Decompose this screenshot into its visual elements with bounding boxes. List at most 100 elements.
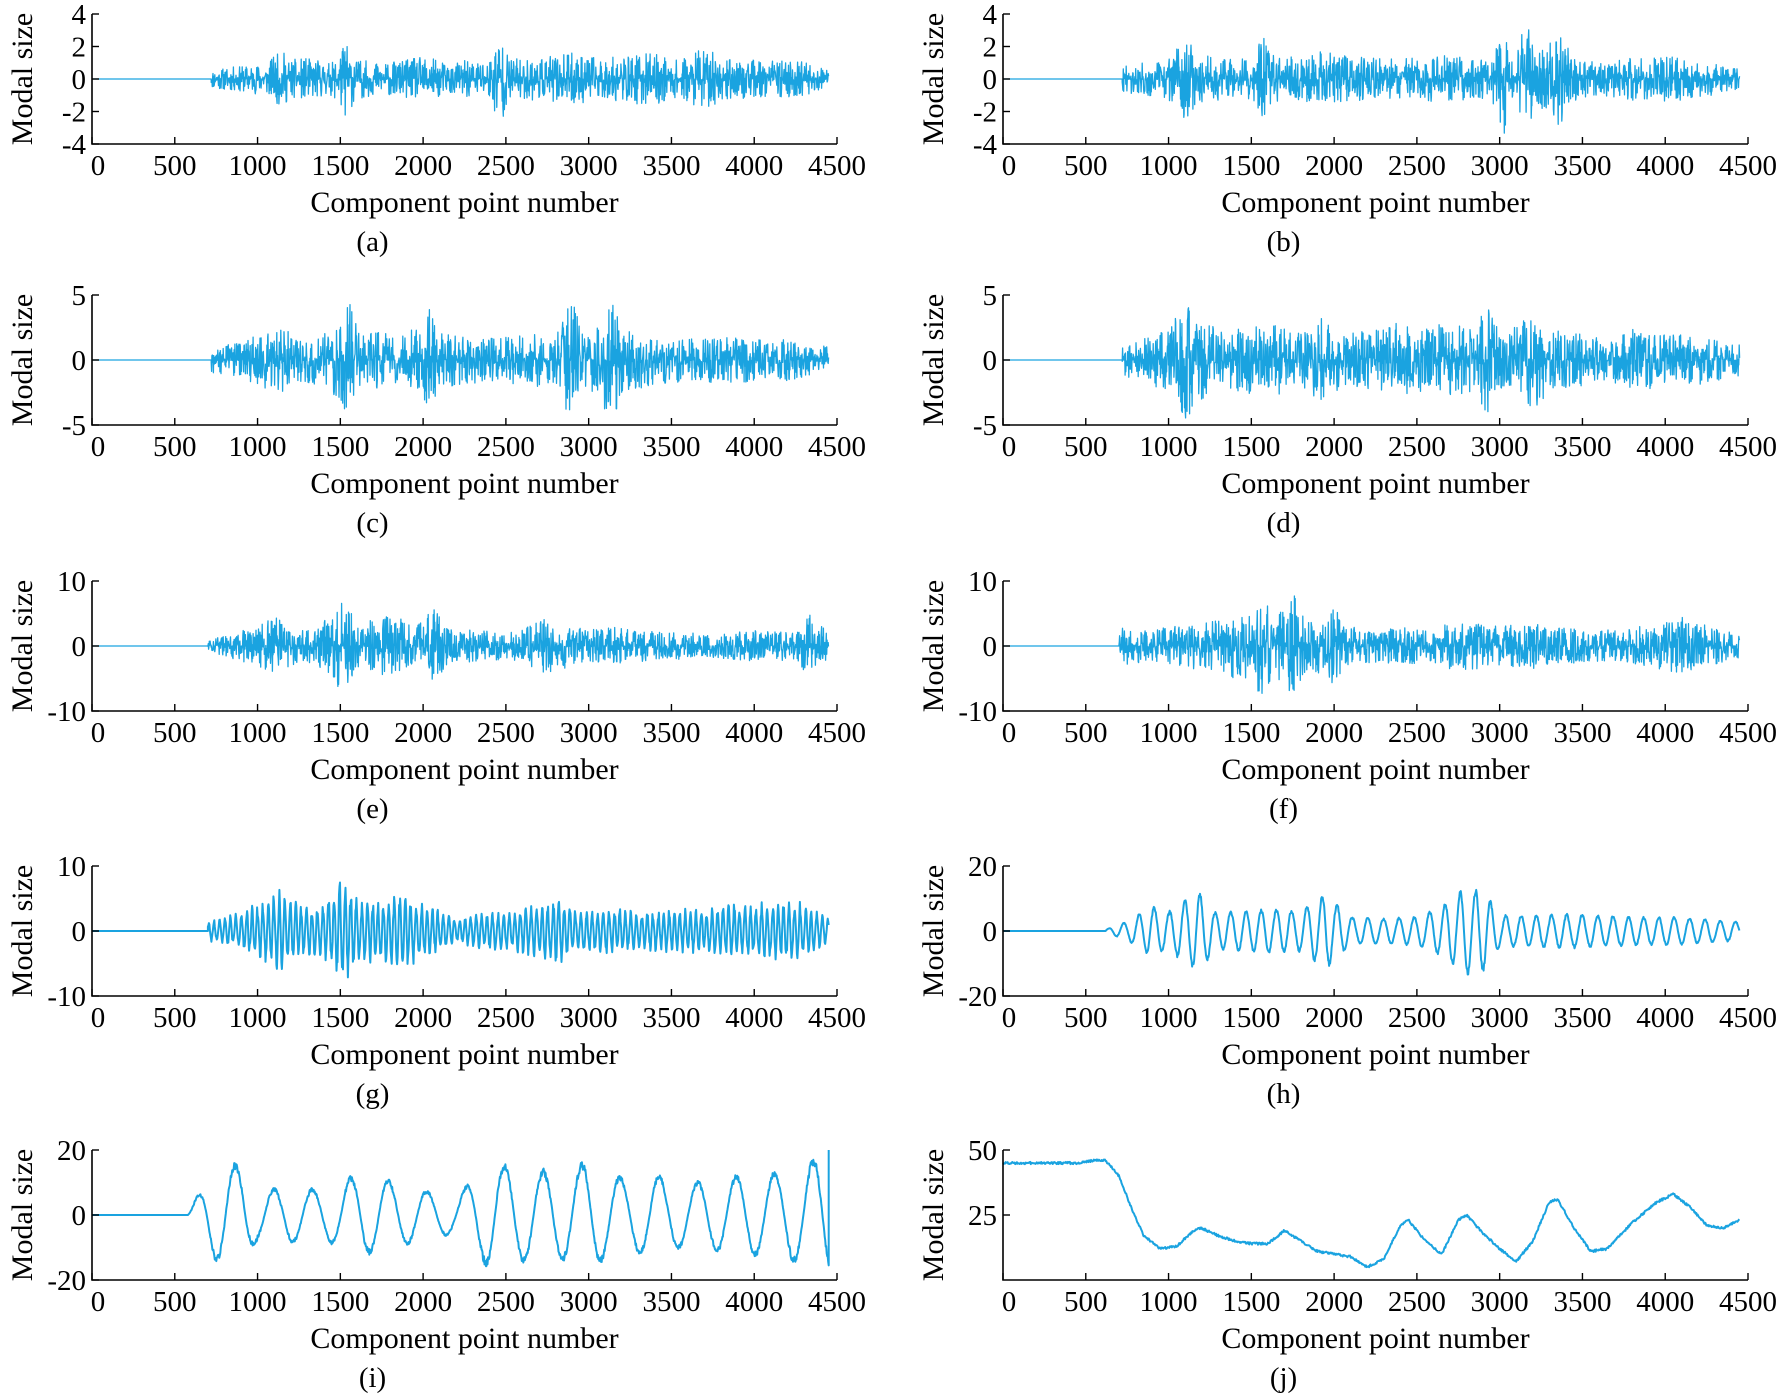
x-tick-label: 2000: [394, 717, 452, 749]
panel-label: (c): [356, 507, 388, 539]
x-axis-label: Component point number: [310, 467, 618, 500]
x-tick-label: 3500: [642, 1286, 700, 1318]
x-tick-label: 2000: [1305, 1286, 1363, 1318]
x-tick-label: 3000: [560, 1286, 618, 1318]
y-tick-label: 25: [968, 1200, 997, 1232]
x-tick-label: 2500: [477, 431, 535, 463]
x-tick-label: 0: [1002, 150, 1017, 182]
x-tick-label: 0: [1002, 431, 1017, 463]
x-tick-label: 4000: [1636, 431, 1694, 463]
x-axis-label: Component point number: [310, 1038, 618, 1071]
x-axis-label: Component point number: [1221, 467, 1529, 500]
panel-c: 0 500 1000 1500 2000 2500 3000 3500 4000 4500-505…: [6, 280, 866, 539]
y-tick-label: -10: [47, 696, 86, 728]
panel-label: (b): [1267, 226, 1301, 258]
x-axis-label: Component point number: [1221, 1322, 1529, 1355]
x-tick-label: 2000: [394, 150, 452, 182]
series-line-a: [92, 45, 830, 117]
panel-label: (g): [356, 1078, 390, 1110]
x-tick-label: 4000: [725, 431, 783, 463]
y-tick-label: -10: [958, 696, 997, 728]
panel-h: 0 500 1000 1500 2000 2500 3000 3500 4000 4500-200…: [917, 851, 1777, 1110]
panel-b: 0 500 1000 1500 2000 2500 3000 3500 4000 4500 -4-2…: [917, 0, 1777, 258]
x-tick-label: 3500: [1553, 1002, 1611, 1034]
x-tick-label: 3000: [1471, 1002, 1529, 1034]
x-tick-label: 2000: [394, 1002, 452, 1034]
y-axis-label: Modal size: [6, 1149, 39, 1281]
y-axis-label: Modal size: [917, 865, 950, 997]
x-axis-label: Component point number: [310, 186, 618, 219]
x-tick-label: 3000: [560, 431, 618, 463]
y-axis-label: Modal size: [917, 1149, 950, 1281]
x-tick-label: 3500: [642, 431, 700, 463]
x-tick-label: 4500: [1719, 150, 1777, 182]
y-tick-label: 4: [72, 0, 87, 31]
x-tick-label: 4000: [725, 717, 783, 749]
series-line-c: [92, 304, 830, 411]
y-tick-label: 5: [983, 280, 998, 312]
panel-label: (d): [1267, 507, 1301, 539]
y-tick-label: -20: [958, 981, 997, 1013]
x-tick-label: 3000: [1471, 431, 1529, 463]
x-tick-label: 2000: [1305, 150, 1363, 182]
x-tick-label: 4500: [1719, 431, 1777, 463]
y-axis-label: Modal size: [6, 580, 39, 712]
x-tick-label: 1500: [1222, 717, 1280, 749]
y-tick-label: 2: [983, 32, 998, 64]
axes-h: [1002, 866, 1748, 997]
panel-g: 0 500 1000 1500 2000 2500 3000 3500 4000 4500-100…: [6, 851, 866, 1110]
x-tick-label: 4500: [808, 1002, 866, 1034]
x-tick-label: 2000: [1305, 431, 1363, 463]
panel-label: (j): [1270, 1362, 1297, 1394]
y-tick-label: 0: [983, 631, 998, 663]
y-tick-label: 0: [983, 345, 998, 377]
x-tick-label: 4000: [725, 1002, 783, 1034]
x-tick-label: 2500: [477, 1286, 535, 1318]
y-tick-label: -20: [47, 1265, 86, 1297]
series-line-e: [92, 602, 830, 688]
x-tick-label: 0: [91, 717, 106, 749]
x-tick-label: 2500: [477, 1002, 535, 1034]
x-tick-label: 4500: [1719, 1286, 1777, 1318]
x-tick-label: 2500: [1388, 717, 1446, 749]
y-tick-label: 0: [72, 64, 87, 96]
y-tick-label: 20: [57, 1135, 86, 1167]
x-tick-label: 1000: [1140, 717, 1198, 749]
x-tick-label: 500: [1064, 1002, 1108, 1034]
panel-label: (i): [359, 1362, 386, 1394]
x-tick-label: 4000: [725, 150, 783, 182]
x-tick-label: 4500: [1719, 717, 1777, 749]
y-axis-label: Modal size: [917, 294, 950, 426]
y-tick-label: 50: [968, 1135, 997, 1167]
x-tick-label: 1000: [1140, 1002, 1198, 1034]
x-tick-label: 0: [91, 1002, 106, 1034]
y-tick-label: -2: [973, 97, 997, 129]
x-tick-label: 1500: [311, 150, 369, 182]
x-tick-label: 3000: [560, 717, 618, 749]
x-tick-label: 1500: [311, 1002, 369, 1034]
x-tick-label: 3500: [1553, 431, 1611, 463]
x-tick-label: 4500: [808, 431, 866, 463]
x-tick-label: 2500: [1388, 431, 1446, 463]
x-tick-label: 2500: [1388, 1286, 1446, 1318]
x-tick-label: 2000: [1305, 717, 1363, 749]
x-tick-label: 500: [153, 150, 197, 182]
x-tick-label: 4500: [808, 717, 866, 749]
x-tick-label: 1500: [311, 1286, 369, 1318]
x-tick-label: 4500: [808, 150, 866, 182]
x-tick-label: 1000: [1140, 150, 1198, 182]
panel-label: (e): [356, 793, 388, 825]
x-tick-label: 1000: [1140, 1286, 1198, 1318]
x-axis-label: Component point number: [1221, 186, 1529, 219]
x-tick-label: 2500: [1388, 150, 1446, 182]
series-line-d: [1003, 307, 1741, 419]
x-tick-label: 2500: [477, 150, 535, 182]
x-axis-label: Component point number: [310, 1322, 618, 1355]
x-tick-label: 1500: [1222, 431, 1280, 463]
y-axis-label: Modal size: [6, 865, 39, 997]
x-axis-label: Component point number: [1221, 1038, 1529, 1071]
x-tick-label: 3000: [1471, 1286, 1529, 1318]
y-tick-label: 20: [968, 851, 997, 883]
panel-i: 0 500 1000 1500 2000 2500 3000 3500 4000 4500-200…: [6, 1135, 866, 1394]
y-axis-label: Modal size: [6, 13, 39, 145]
